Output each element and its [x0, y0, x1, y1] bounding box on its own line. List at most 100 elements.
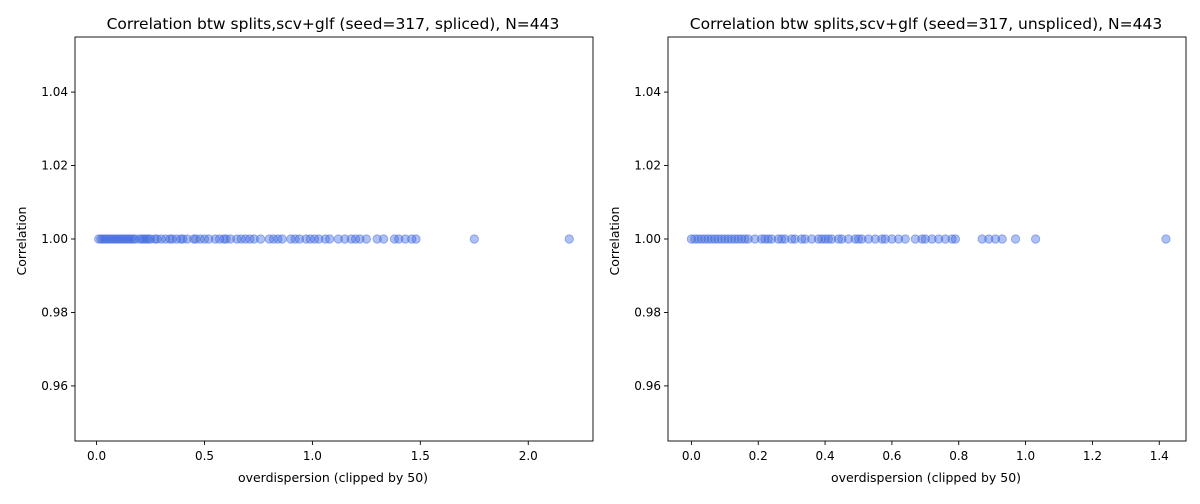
data-point: [730, 234, 740, 244]
data-point: [763, 234, 773, 244]
y-tick-label: 1.00: [634, 232, 661, 246]
y-tick-label: 0.98: [634, 305, 661, 319]
data-point: [887, 234, 897, 244]
data-point: [917, 234, 927, 244]
data-point: [920, 234, 930, 244]
data-point: [294, 234, 305, 244]
y-tick-label: 0.96: [41, 379, 68, 393]
y-tick-label: 0.96: [634, 379, 661, 393]
data-point: [777, 234, 787, 244]
data-point: [827, 234, 837, 244]
data-point: [837, 234, 847, 244]
data-point: [843, 234, 854, 244]
data-point: [379, 234, 389, 244]
data-point: [564, 234, 574, 244]
data-point: [857, 234, 867, 244]
right-chart-panel: Correlation btw splits,scv+glf (seed=317…: [607, 15, 1187, 485]
data-point: [813, 234, 823, 244]
data-point: [400, 234, 410, 244]
y-axis-label: Correlation: [607, 207, 622, 276]
x-axis-label: overdispersion (clipped by 50): [238, 470, 428, 485]
data-point: [997, 234, 1007, 244]
data-point: [394, 234, 404, 244]
x-tick-label: 1.0: [303, 449, 322, 463]
y-tick-label: 1.04: [634, 85, 661, 99]
x-tick-label: 1.0: [1016, 449, 1035, 463]
data-point: [900, 234, 910, 244]
scatter-series: [686, 234, 1171, 244]
data-point: [927, 234, 937, 244]
data-point: [766, 234, 777, 244]
data-point: [947, 234, 957, 244]
data-point: [797, 234, 807, 244]
data-point: [807, 234, 817, 244]
data-point: [700, 234, 710, 244]
data-point: [750, 234, 760, 244]
data-point: [686, 234, 696, 244]
data-point: [333, 234, 343, 244]
data-point: [696, 234, 707, 244]
data-point: [733, 234, 743, 244]
data-point: [870, 234, 880, 244]
data-point: [225, 234, 235, 244]
data-point: [176, 234, 186, 244]
data-point: [756, 234, 767, 244]
x-tick-label: 0.4: [816, 449, 835, 463]
data-point: [833, 234, 844, 244]
data-point: [713, 234, 723, 244]
data-point: [740, 234, 750, 244]
data-point: [249, 234, 259, 244]
x-tick-label: 0.6: [882, 449, 901, 463]
y-tick-label: 1.04: [41, 85, 68, 99]
x-tick-label: 1.5: [411, 449, 430, 463]
x-tick-label: 1.2: [1083, 449, 1102, 463]
data-point: [780, 234, 790, 244]
data-point: [469, 234, 479, 244]
data-point: [703, 234, 713, 244]
data-point: [893, 234, 904, 244]
x-tick-label: 0.5: [195, 449, 214, 463]
x-tick-label: 2.0: [519, 449, 538, 463]
y-tick-label: 1.02: [634, 159, 661, 173]
data-point: [277, 234, 287, 244]
x-tick-label: 0.0: [682, 449, 701, 463]
x-tick-label: 0.8: [949, 449, 968, 463]
data-point: [325, 234, 335, 244]
data-point: [716, 234, 727, 244]
x-axis-label: overdispersion (clipped by 50): [831, 470, 1021, 485]
data-point: [736, 234, 747, 244]
data-point: [817, 234, 827, 244]
data-point: [934, 234, 944, 244]
scatter-series: [94, 234, 574, 244]
data-point: [787, 234, 797, 244]
left-chart-panel: Correlation btw splits,scv+glf (seed=317…: [14, 15, 594, 485]
chart-title: Correlation btw splits,scv+glf (seed=317…: [107, 15, 560, 33]
x-tick-label: 1.4: [1150, 449, 1169, 463]
data-point: [710, 234, 720, 244]
chart-title: Correlation btw splits,scv+glf (seed=317…: [690, 15, 1162, 33]
data-point: [690, 234, 700, 244]
data-point: [165, 234, 175, 244]
x-tick-label: 0.0: [87, 449, 106, 463]
data-point: [773, 234, 783, 244]
data-point: [150, 234, 160, 244]
data-point: [760, 234, 770, 244]
data-point: [1010, 234, 1021, 244]
data-point: [743, 234, 753, 244]
data-point: [361, 234, 371, 244]
data-point: [726, 234, 737, 244]
data-point: [314, 234, 324, 244]
data-point: [204, 234, 214, 244]
data-point: [910, 234, 920, 244]
data-point: [723, 234, 733, 244]
data-point: [256, 234, 266, 244]
data-point: [693, 234, 703, 244]
data-point: [1161, 234, 1171, 244]
data-point: [411, 234, 421, 244]
data-point: [720, 234, 730, 244]
data-point: [850, 234, 860, 244]
data-point: [340, 234, 350, 244]
data-point: [853, 234, 864, 244]
